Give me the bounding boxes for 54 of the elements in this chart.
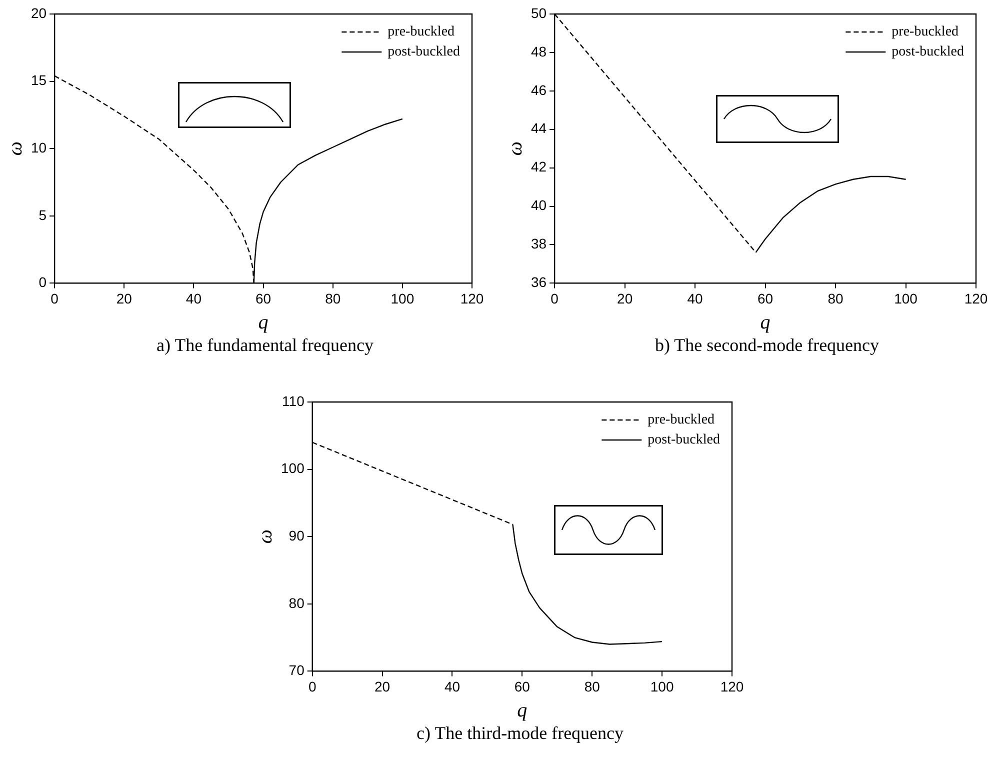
x-tick-label: 0 [550,290,559,306]
y-tick-label: 36 [530,274,547,290]
x-tick-label: 120 [720,678,744,694]
y-tick-label: 38 [530,236,547,252]
y-tick-label: 10 [30,139,47,156]
x-tick-label: 100 [390,290,414,306]
x-tick-label: 80 [584,678,600,694]
y-tick-label: 90 [288,527,305,544]
x-tick-label: 100 [894,290,918,306]
x-tick-label: 40 [687,290,704,306]
x-tick-label: 0 [308,678,316,694]
text: b) The second-mode frequency [654,335,880,356]
legend-label: post-buckled [388,44,460,60]
x-tick-label: 60 [514,678,530,694]
x-tick-label: 20 [617,290,633,306]
x-axis-title: q [760,311,770,334]
y-tick-label: 42 [530,158,547,175]
x-tick-label: 80 [325,290,341,306]
text: c) The third-mode frequency [415,723,625,744]
x-tick-label: 60 [757,290,774,306]
x-tick-label: 100 [650,678,674,694]
y-tick-label: 5 [38,206,47,223]
y-tick-label: 46 [530,82,547,98]
x-tick-label: 80 [828,290,844,306]
y-axis-title: ω [504,142,526,156]
x-tick-label: 60 [255,290,272,306]
text: a) The fundamental frequency [155,335,375,356]
legend-label: pre-buckled [892,24,959,40]
y-tick-label: 0 [38,274,47,290]
y-tick-label: 40 [530,197,547,214]
x-tick-label: 20 [116,290,132,306]
legend-label: pre-buckled [648,412,715,428]
x-tick-label: 120 [964,290,988,306]
legend-label: pre-buckled [388,24,455,40]
x-axis-title: q [258,311,268,334]
y-tick-label: 48 [530,43,547,60]
y-tick-label: 15 [30,72,47,88]
x-tick-label: 40 [444,678,460,694]
legend-label: post-buckled [892,44,964,60]
y-tick-label: 50 [530,4,547,21]
x-tick-label: 0 [50,290,59,306]
y-tick-label: 110 [282,392,305,409]
y-tick-label: 80 [288,594,305,611]
x-tick-label: 40 [186,290,202,306]
x-axis-title: q [517,699,528,722]
y-axis-title: ω [4,142,26,156]
y-tick-label: 20 [30,4,47,21]
x-tick-label: 120 [460,290,484,306]
y-tick-label: 44 [530,120,547,136]
y-tick-label: 70 [288,662,305,678]
y-tick-label: 100 [281,460,305,476]
legend-label: post-buckled [648,432,720,448]
x-tick-label: 20 [374,678,390,694]
y-axis-title: ω [254,530,276,544]
